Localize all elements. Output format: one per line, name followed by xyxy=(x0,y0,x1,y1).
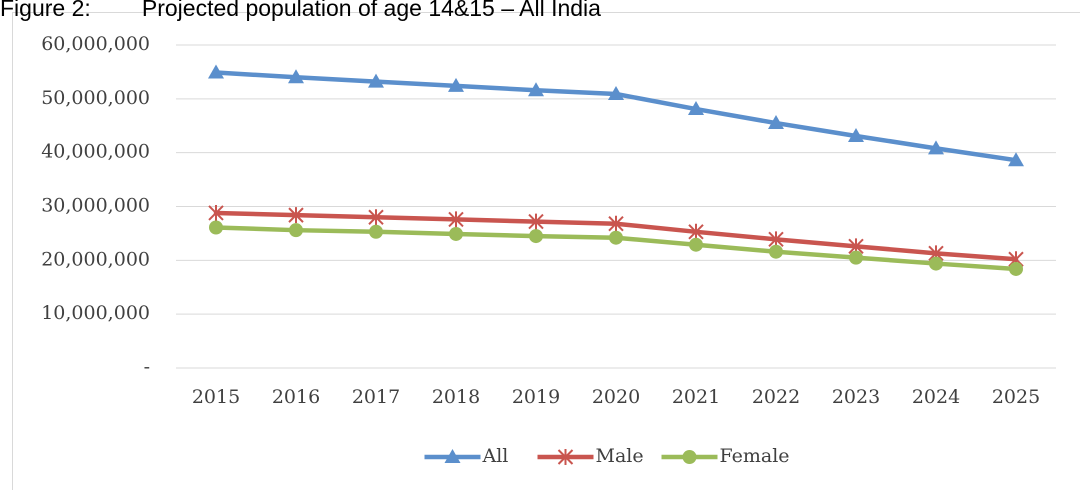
marker xyxy=(448,211,464,228)
y-tick-label: - xyxy=(144,356,150,378)
y-tick-label: 50,000,000 xyxy=(41,87,150,109)
x-tick-label: 2015 xyxy=(192,386,240,408)
marker xyxy=(289,223,303,238)
marker xyxy=(288,207,304,224)
legend-label: All xyxy=(482,445,509,467)
x-tick-label: 2023 xyxy=(832,386,880,408)
marker xyxy=(768,115,784,130)
marker xyxy=(444,449,461,463)
y-tick-label: 60,000,000 xyxy=(41,33,150,55)
marker xyxy=(928,140,944,155)
chart-title: Figure 2: Projected population of age 14… xyxy=(0,0,601,21)
x-tick-label: 2025 xyxy=(992,386,1040,408)
marker xyxy=(368,73,384,88)
marker xyxy=(848,127,864,142)
marker xyxy=(369,224,383,239)
x-tick-label: 2021 xyxy=(672,386,720,408)
marker xyxy=(528,82,544,97)
marker xyxy=(209,220,223,235)
legend-label: Male xyxy=(596,445,644,467)
marker xyxy=(288,69,304,84)
legend-label: Female xyxy=(720,445,790,467)
x-tick-label: 2022 xyxy=(752,386,800,408)
marker xyxy=(1008,152,1024,167)
marker xyxy=(688,101,704,116)
marker xyxy=(769,244,783,259)
marker xyxy=(208,204,224,221)
x-tick-label: 2017 xyxy=(352,386,400,408)
marker xyxy=(368,209,384,226)
marker xyxy=(557,449,574,465)
x-tick-label: 2016 xyxy=(272,386,320,408)
marker xyxy=(1009,261,1023,276)
marker xyxy=(529,229,543,244)
marker xyxy=(608,215,624,232)
x-tick-label: 2024 xyxy=(912,386,960,408)
marker xyxy=(208,64,224,79)
y-tick-label: 30,000,000 xyxy=(41,195,150,217)
x-tick-label: 2018 xyxy=(432,386,480,408)
marker xyxy=(608,85,624,100)
marker xyxy=(449,226,463,241)
x-tick-label: 2020 xyxy=(592,386,640,408)
y-tick-label: 40,000,000 xyxy=(41,141,150,163)
marker xyxy=(688,223,704,240)
y-tick-label: 10,000,000 xyxy=(41,302,150,324)
marker xyxy=(768,231,784,248)
marker xyxy=(528,213,544,230)
marker xyxy=(682,450,697,464)
marker xyxy=(689,237,703,252)
y-tick-label: 20,000,000 xyxy=(41,248,150,270)
x-tick-label: 2019 xyxy=(512,386,560,408)
marker xyxy=(609,230,623,245)
marker xyxy=(929,256,943,271)
marker xyxy=(849,250,863,265)
marker xyxy=(448,77,464,92)
